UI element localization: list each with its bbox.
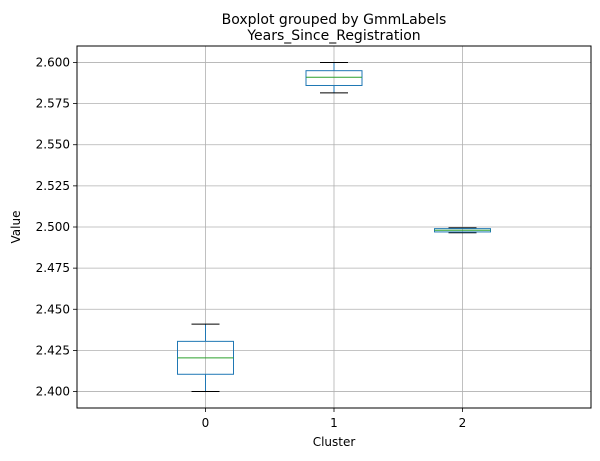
y-tick-label: 2.525 [36, 179, 70, 193]
x-tick-label: 2 [459, 416, 467, 430]
y-tick-label: 2.550 [36, 138, 70, 152]
x-tick-label: 0 [202, 416, 210, 430]
y-tick-label: 2.450 [36, 302, 70, 316]
y-axis-label: Value [9, 211, 23, 244]
y-tick-label: 2.500 [36, 220, 70, 234]
boxes [177, 61, 491, 393]
chart-suptitle: Boxplot grouped by GmmLabels [222, 12, 447, 28]
y-tick-label: 2.400 [36, 385, 70, 399]
x-tick-label: 1 [330, 416, 338, 430]
y-tick-label: 2.575 [36, 97, 70, 111]
x-axis-label: Cluster [313, 435, 356, 449]
y-tick-label: 2.425 [36, 343, 70, 357]
box-0 [177, 323, 234, 393]
chart-title: Years_Since_Registration [246, 28, 420, 44]
y-tick-label: 2.600 [36, 55, 70, 69]
grid [77, 46, 591, 408]
box-1 [305, 61, 363, 94]
x-axis: 0 1 2 [202, 408, 467, 430]
y-tick-label: 2.475 [36, 261, 70, 275]
box-iqr [305, 70, 363, 86]
y-axis: 2.400 2.425 2.450 2.475 2.500 2.525 2.550 2.575… [36, 55, 77, 399]
box-2 [434, 227, 491, 234]
